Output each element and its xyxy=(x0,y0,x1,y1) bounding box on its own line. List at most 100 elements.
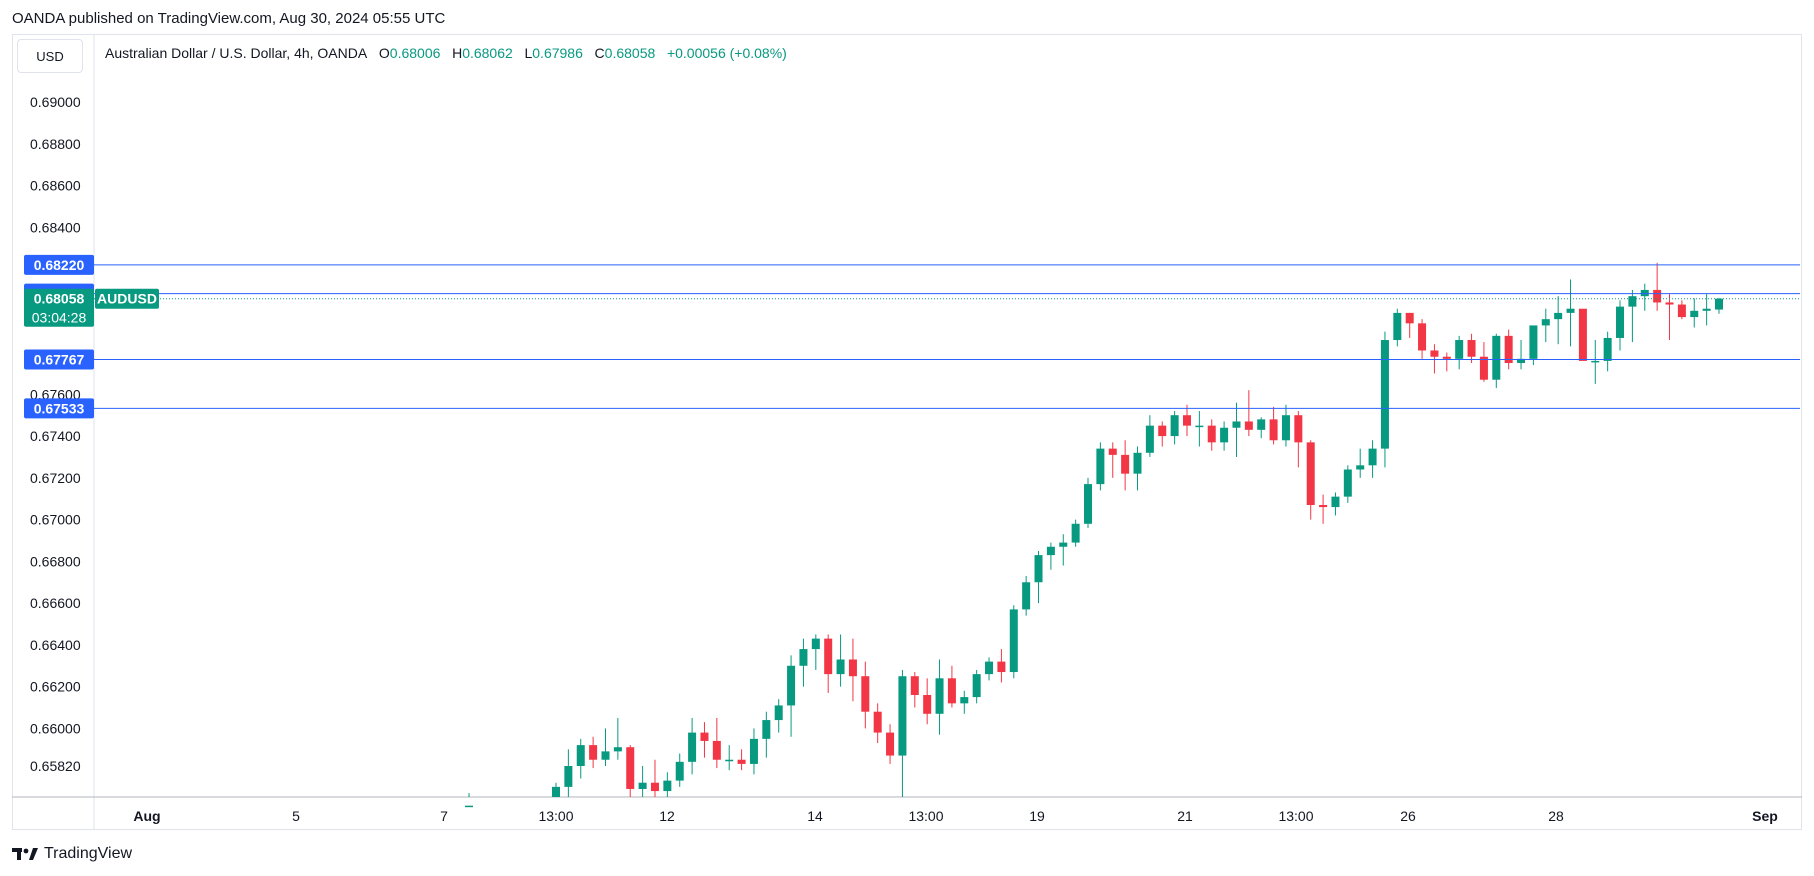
candle-body xyxy=(1108,448,1117,455)
candle xyxy=(700,722,709,758)
y-tick-label: 0.67000 xyxy=(30,512,81,528)
candle-body xyxy=(787,665,796,706)
candle-body xyxy=(1653,289,1662,303)
candle-body xyxy=(613,747,622,752)
candle-body xyxy=(960,697,969,704)
candle-body xyxy=(1294,415,1303,443)
candle xyxy=(1591,340,1600,384)
candle-body xyxy=(848,659,857,677)
x-tick-label: 14 xyxy=(807,808,823,824)
legend-high-label: H xyxy=(452,45,463,61)
x-tick-label: 19 xyxy=(1029,808,1045,824)
candle xyxy=(1467,333,1476,364)
candle-body xyxy=(1034,555,1043,583)
candle-body xyxy=(1715,298,1723,310)
candle xyxy=(1702,294,1711,326)
candle-body xyxy=(1244,421,1253,430)
candle xyxy=(1269,406,1278,445)
candle-body xyxy=(886,732,895,756)
candle-body xyxy=(861,676,870,712)
candle xyxy=(1628,289,1637,343)
candle xyxy=(1096,442,1105,491)
legend-close-value: 0.68058 xyxy=(604,45,656,61)
candle-body xyxy=(1195,425,1204,428)
candle-body xyxy=(1479,356,1488,380)
candle xyxy=(1442,352,1451,372)
candle-body xyxy=(774,705,783,721)
candle xyxy=(1603,331,1612,372)
footer-brand-label: TradingView xyxy=(44,845,133,862)
candle-body xyxy=(1046,546,1055,556)
candle xyxy=(873,703,882,744)
level-label: 0.67533 xyxy=(34,400,85,416)
candle xyxy=(1034,550,1043,604)
currency-button[interactable]: USD xyxy=(17,39,83,73)
candle-body xyxy=(873,711,882,733)
candle-body xyxy=(589,745,598,760)
candle-body xyxy=(923,695,932,714)
candle xyxy=(749,728,758,775)
candle-body xyxy=(1009,609,1018,673)
x-tick-label: 26 xyxy=(1400,808,1416,824)
candle xyxy=(564,749,573,797)
candle-body xyxy=(1331,496,1340,508)
candle xyxy=(1368,440,1377,478)
candle-body xyxy=(910,676,919,696)
candle-body xyxy=(1677,304,1686,318)
candle-body xyxy=(799,649,808,666)
candle-body xyxy=(576,745,585,766)
candle xyxy=(589,736,598,769)
candle xyxy=(613,717,622,760)
candle xyxy=(601,728,610,766)
candle xyxy=(1479,342,1488,382)
candle xyxy=(1418,319,1427,359)
candle xyxy=(1306,440,1315,520)
candle-body xyxy=(1133,452,1142,474)
y-tick-label: 0.68400 xyxy=(30,219,81,235)
candle xyxy=(774,699,783,733)
candle-body xyxy=(1405,312,1414,324)
candle xyxy=(1566,279,1575,347)
last-price-label: 0.68058 xyxy=(34,291,85,307)
x-tick-label: 21 xyxy=(1177,808,1193,824)
candle xyxy=(910,672,919,708)
legend-change: +0.00056 (+0.08%) xyxy=(666,45,787,61)
candle-body xyxy=(1690,310,1699,318)
x-tick-label: 5 xyxy=(292,808,300,824)
candle-body xyxy=(1096,448,1105,485)
candle-body xyxy=(985,661,994,675)
candle xyxy=(1071,519,1080,547)
candle xyxy=(1715,297,1723,314)
candle xyxy=(1541,308,1550,343)
y-tick-label: 0.67400 xyxy=(30,428,81,444)
candle-body xyxy=(997,661,1006,673)
candle-body xyxy=(1529,325,1538,359)
candle-body xyxy=(972,674,981,698)
candle xyxy=(1665,294,1674,341)
y-tick-label: 0.65820 xyxy=(30,758,81,774)
candle-body xyxy=(1702,308,1711,311)
y-tick-label: 0.66200 xyxy=(30,679,81,695)
candle xyxy=(985,657,994,681)
level-label-bg xyxy=(24,398,94,419)
tradingview-logo-icon xyxy=(12,847,38,861)
candle-body xyxy=(725,759,734,762)
legend-symbol: Australian Dollar / U.S. Dollar, 4h, OAN… xyxy=(105,45,368,61)
countdown-label: 03:04:28 xyxy=(32,310,87,326)
footer-brand[interactable]: TradingView xyxy=(12,845,132,863)
candle xyxy=(923,678,932,725)
candle xyxy=(638,766,647,797)
candle xyxy=(1257,417,1266,439)
candle xyxy=(1455,335,1464,370)
candle-body xyxy=(1319,504,1328,508)
candle xyxy=(1220,421,1229,451)
candle xyxy=(675,753,684,787)
candle xyxy=(1046,542,1055,570)
level-label: 0.68220 xyxy=(34,257,85,273)
candle xyxy=(465,793,473,808)
candle-body xyxy=(1616,306,1625,338)
legend-open-label: O xyxy=(378,45,390,61)
candle xyxy=(1294,411,1303,468)
candle-body xyxy=(1566,308,1575,313)
